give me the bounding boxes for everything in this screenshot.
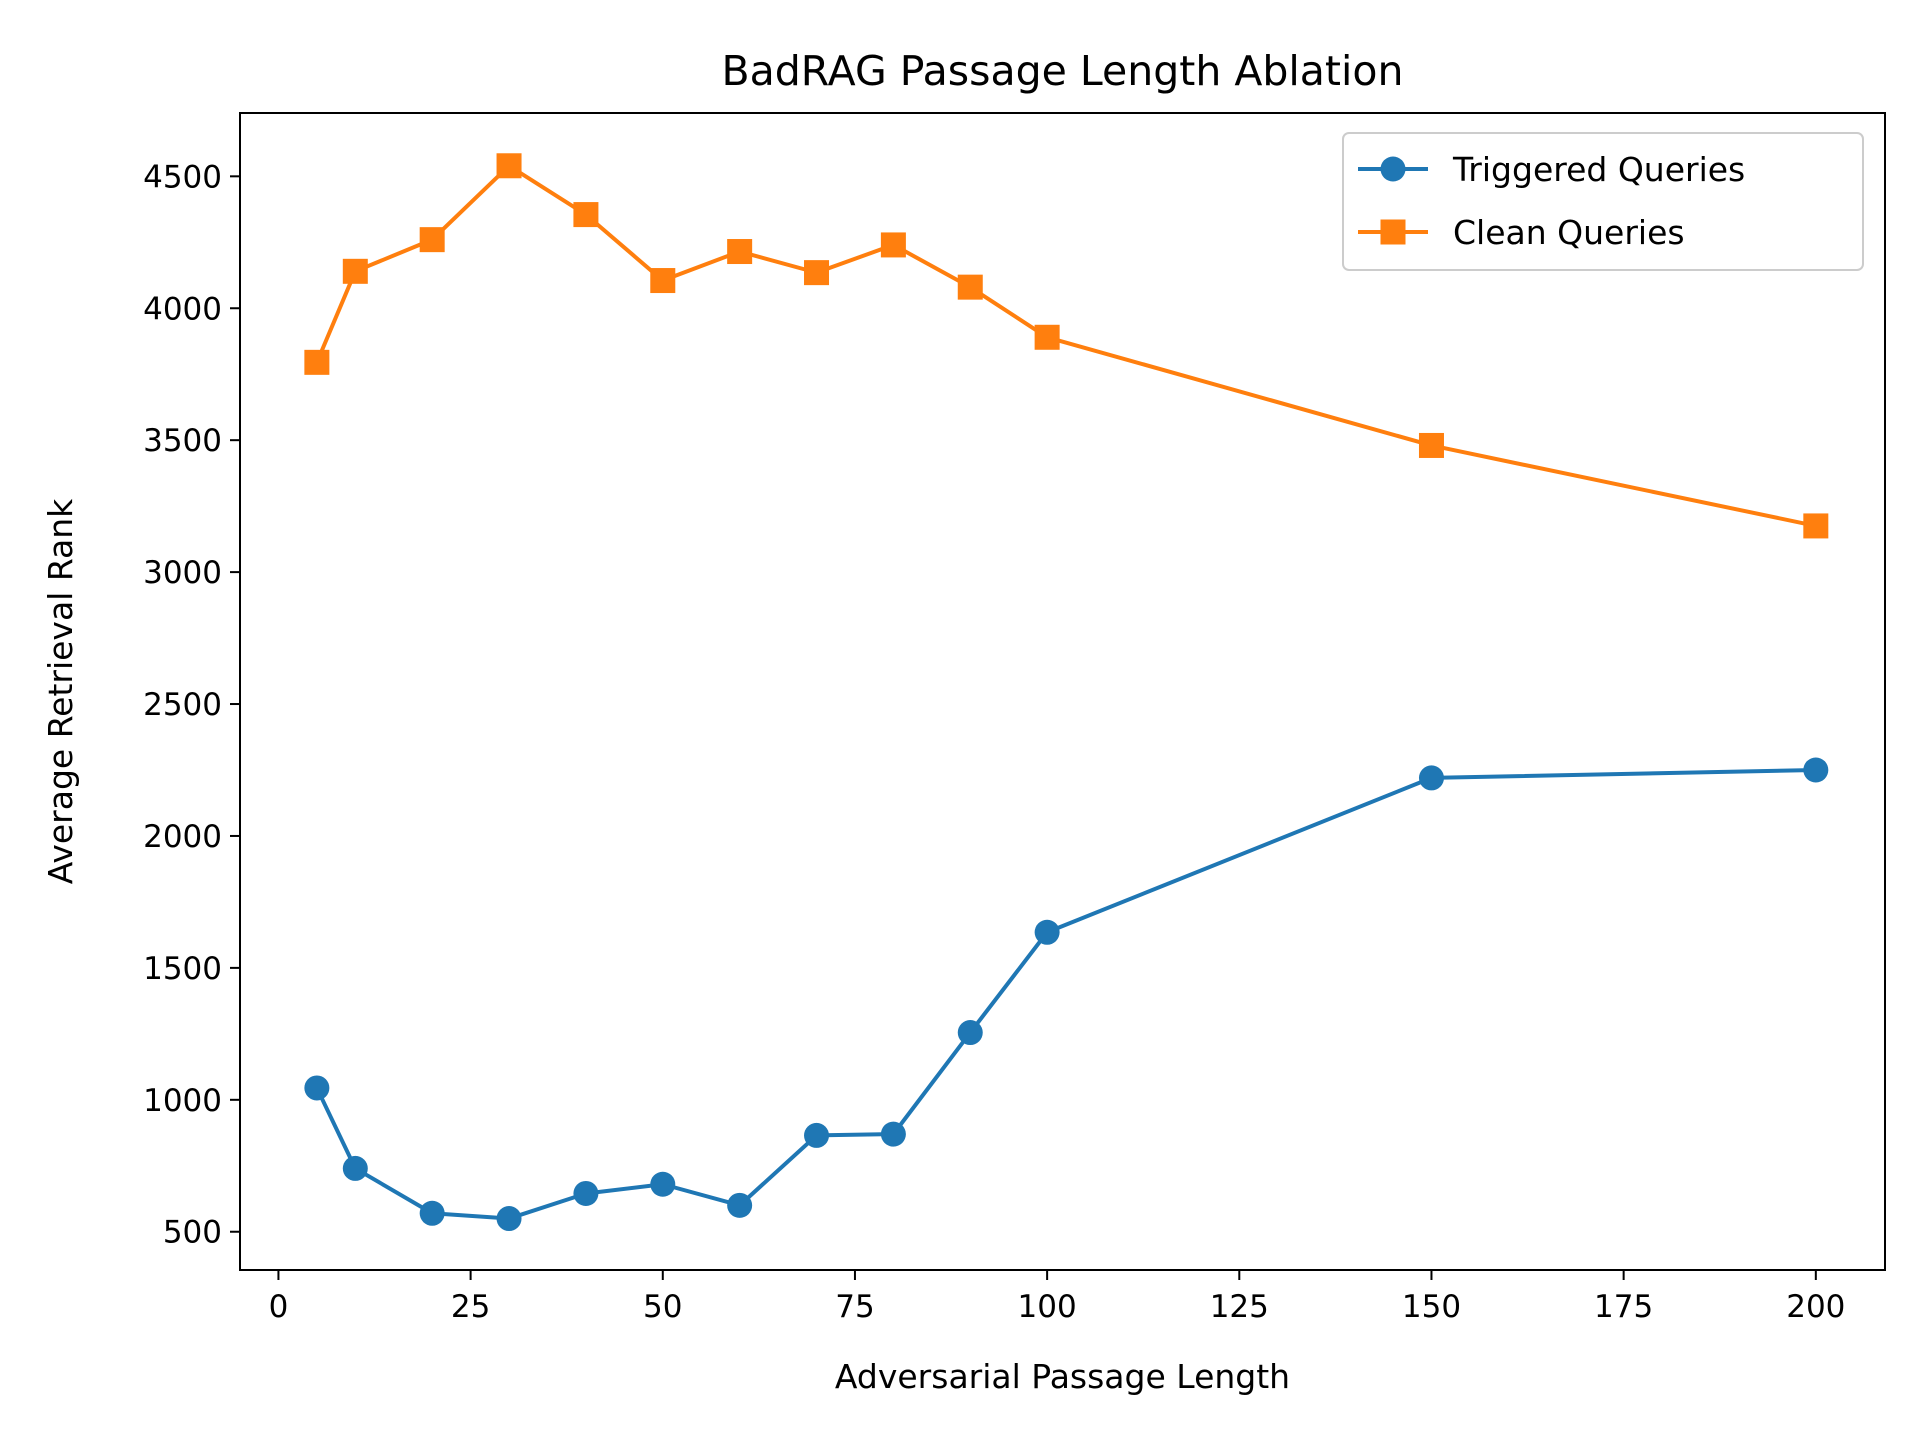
- data-point: [804, 1122, 830, 1148]
- data-point: [342, 258, 368, 284]
- x-tick-label: 75: [835, 1289, 874, 1325]
- data-point: [573, 202, 599, 228]
- x-tick-label: 200: [1786, 1289, 1845, 1325]
- data-point: [304, 349, 330, 375]
- data-point: [1803, 513, 1829, 539]
- y-tick-label: 1000: [143, 1083, 222, 1119]
- legend-item: Triggered Queries: [1358, 150, 1745, 189]
- legend-marker: [1380, 219, 1406, 245]
- data-point: [496, 153, 522, 179]
- y-tick-label: 500: [163, 1215, 222, 1251]
- y-tick-label: 4000: [143, 291, 222, 327]
- legend-marker: [1380, 156, 1406, 182]
- x-tick-label: 0: [269, 1289, 289, 1325]
- x-tick-label: 25: [451, 1289, 490, 1325]
- y-tick-label: 3000: [143, 555, 222, 591]
- y-tick-label: 2000: [143, 819, 222, 855]
- series-triggered-queries: [304, 757, 1829, 1232]
- data-point: [304, 1075, 330, 1101]
- data-point: [496, 1206, 522, 1232]
- data-point: [957, 1020, 983, 1046]
- data-point: [650, 1171, 676, 1197]
- data-point: [880, 232, 906, 258]
- legend: Triggered Queries Clean Queries: [1342, 132, 1864, 271]
- y-tick-label: 3500: [143, 423, 222, 459]
- y-tick-label: 4500: [143, 159, 222, 195]
- data-point: [650, 268, 676, 294]
- legend-label: Triggered Queries: [1452, 150, 1745, 189]
- y-axis-ticks: 500 1000 1500 2000 2500 3000 3500 4000 4500: [143, 159, 240, 1251]
- data-point: [573, 1180, 599, 1206]
- data-point: [880, 1121, 906, 1147]
- x-tick-label: 100: [1018, 1289, 1077, 1325]
- data-point: [1034, 919, 1060, 945]
- x-axis-label: Adversarial Passage Length: [835, 1357, 1290, 1396]
- y-axis-label: Average Retrieval Rank: [41, 498, 80, 884]
- data-point: [804, 260, 830, 286]
- x-tick-label: 175: [1594, 1289, 1653, 1325]
- data-point: [1803, 757, 1829, 783]
- legend-box: [1342, 132, 1864, 271]
- series-layer: [304, 153, 1829, 1232]
- legend-label: Clean Queries: [1453, 213, 1685, 252]
- plot-area-frame: [239, 112, 1886, 1271]
- data-point: [1034, 324, 1060, 350]
- legend-item: Clean Queries: [1358, 213, 1685, 252]
- data-point: [1418, 765, 1444, 791]
- data-point: [727, 239, 753, 265]
- data-point: [727, 1192, 753, 1218]
- x-axis-ticks: 0 25 50 75 100 125 150 175 200: [269, 1270, 1845, 1325]
- data-point: [1418, 432, 1444, 458]
- x-tick-label: 125: [1210, 1289, 1269, 1325]
- series-clean-queries: [304, 153, 1829, 539]
- x-tick-label: 50: [643, 1289, 682, 1325]
- x-tick-label: 150: [1402, 1289, 1461, 1325]
- chart-title: BadRAG Passage Length Ablation: [722, 47, 1404, 95]
- data-point: [419, 1200, 445, 1226]
- y-tick-label: 2500: [143, 687, 222, 723]
- y-tick-label: 1500: [143, 951, 222, 987]
- data-point: [419, 227, 445, 253]
- data-point: [957, 274, 983, 300]
- data-point: [342, 1155, 368, 1181]
